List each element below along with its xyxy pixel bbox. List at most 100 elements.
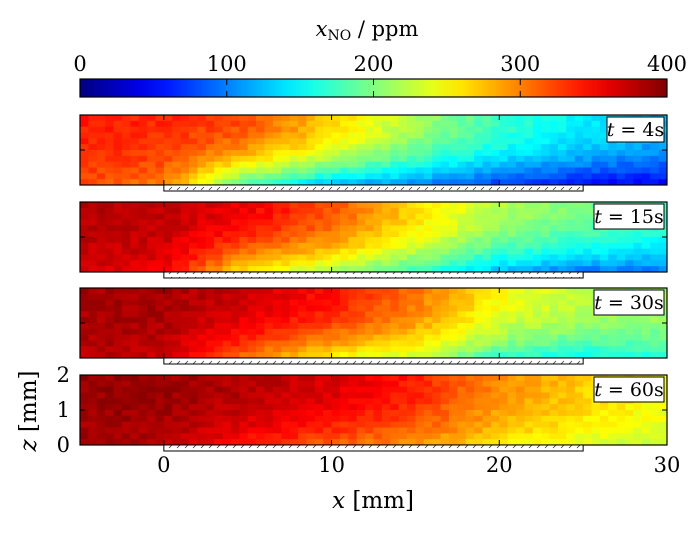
heatmap-cell bbox=[465, 138, 475, 145]
heatmap-cell bbox=[339, 375, 349, 382]
heatmap-cell bbox=[105, 293, 115, 301]
heatmap-cell bbox=[407, 225, 417, 232]
heatmap-cell bbox=[516, 115, 526, 122]
heatmap-cell bbox=[80, 328, 89, 336]
heatmap-cell bbox=[306, 380, 316, 388]
heatmap-cell bbox=[105, 266, 115, 272]
heatmap-cell bbox=[457, 439, 467, 445]
heatmap-cell bbox=[583, 311, 593, 318]
heatmap-cell bbox=[574, 237, 584, 244]
heatmap-cell bbox=[499, 427, 509, 434]
heatmap-cell bbox=[616, 328, 626, 336]
heatmap-cell bbox=[130, 392, 140, 399]
heatmap-cell bbox=[189, 225, 198, 232]
heatmap-cell bbox=[591, 427, 601, 434]
heatmap-cell bbox=[641, 179, 651, 185]
heatmap-cell bbox=[574, 386, 584, 394]
heatmap-cell bbox=[549, 150, 559, 157]
heatmap-cell bbox=[557, 352, 567, 358]
heatmap-cell bbox=[314, 219, 324, 226]
heatmap-cell bbox=[105, 386, 115, 394]
heatmap-cell bbox=[323, 293, 333, 301]
heatmap-cell bbox=[281, 266, 291, 272]
heatmap-cell bbox=[591, 132, 601, 139]
heatmap-cell bbox=[381, 346, 391, 353]
heatmap-cell bbox=[88, 380, 98, 388]
heatmap-cell bbox=[222, 207, 232, 215]
heatmap-cell bbox=[381, 161, 391, 169]
heatmap-cell bbox=[88, 427, 98, 434]
heatmap-cell bbox=[155, 398, 165, 405]
heatmap-cell bbox=[566, 293, 576, 301]
heatmap-cell bbox=[625, 155, 635, 163]
heatmap-cell bbox=[222, 138, 232, 145]
heatmap-cell bbox=[482, 179, 492, 185]
heatmap-cell bbox=[474, 317, 484, 324]
heatmap-cell bbox=[180, 299, 190, 307]
heatmap-cell bbox=[356, 386, 366, 394]
heatmap-cell bbox=[390, 305, 400, 312]
heatmap-cell bbox=[440, 352, 450, 358]
heatmap-cell bbox=[155, 293, 165, 301]
heatmap-cell bbox=[96, 340, 106, 347]
heatmap-cell bbox=[490, 375, 500, 382]
heatmap-cell bbox=[239, 398, 249, 405]
heatmap-cell bbox=[432, 167, 442, 174]
heatmap-cell bbox=[415, 439, 425, 445]
heatmap-cell bbox=[298, 340, 308, 347]
heatmap-cell bbox=[298, 179, 308, 185]
heatmap-cell bbox=[306, 375, 316, 382]
heatmap-cell bbox=[289, 392, 299, 399]
heatmap-cell bbox=[507, 305, 517, 312]
heatmap-cell bbox=[541, 120, 551, 128]
heatmap-cell bbox=[490, 346, 500, 353]
heatmap-cell bbox=[641, 352, 651, 358]
heatmap-cell bbox=[457, 237, 467, 244]
heatmap-cell bbox=[339, 311, 349, 318]
heatmap-cell bbox=[121, 386, 131, 394]
heatmap-cell bbox=[96, 427, 106, 434]
heatmap-cell bbox=[130, 266, 140, 272]
heatmap-cell bbox=[440, 248, 450, 256]
heatmap-cell bbox=[339, 237, 349, 244]
heatmap-cell bbox=[566, 386, 576, 394]
heatmap-cell bbox=[407, 144, 417, 151]
heatmap-cell bbox=[96, 207, 106, 215]
heatmap-cell bbox=[583, 219, 593, 226]
heatmap-cell bbox=[507, 161, 517, 169]
heatmap-cell bbox=[289, 311, 299, 318]
heatmap-cell bbox=[348, 138, 358, 145]
heatmap-cell bbox=[507, 299, 517, 307]
heatmap-cell bbox=[348, 155, 358, 163]
heatmap-cell bbox=[239, 202, 249, 209]
heatmap-cell bbox=[348, 248, 358, 256]
heatmap-cell bbox=[189, 398, 198, 405]
heatmap-cell bbox=[398, 299, 408, 307]
heatmap-cell bbox=[247, 334, 257, 342]
heatmap-cell bbox=[96, 398, 106, 405]
heatmap-cell bbox=[532, 323, 542, 330]
heatmap-cell bbox=[163, 404, 173, 411]
heatmap-cell bbox=[507, 340, 517, 347]
heatmap-cell bbox=[314, 334, 324, 342]
heatmap-cell bbox=[482, 219, 492, 226]
heatmap-cell bbox=[130, 311, 140, 318]
heatmap-cell bbox=[256, 421, 266, 429]
heatmap-cell bbox=[339, 179, 349, 185]
heatmap-cell bbox=[172, 380, 182, 388]
heatmap-cell bbox=[147, 346, 157, 353]
heatmap-cell bbox=[549, 328, 559, 336]
heatmap-cell bbox=[314, 375, 324, 382]
heatmap-cell bbox=[625, 334, 635, 342]
heatmap-cell bbox=[80, 248, 89, 256]
heatmap-cell bbox=[549, 161, 559, 169]
heatmap-cell bbox=[113, 311, 123, 318]
heatmap-cell bbox=[365, 126, 375, 134]
heatmap-cell bbox=[650, 237, 660, 244]
heatmap-cell bbox=[121, 375, 131, 382]
heatmap-cell bbox=[180, 410, 190, 417]
heatmap-cell bbox=[365, 352, 375, 358]
heatmap-cell bbox=[432, 421, 442, 429]
panel-field bbox=[80, 375, 667, 445]
heatmap-cell bbox=[365, 410, 375, 417]
